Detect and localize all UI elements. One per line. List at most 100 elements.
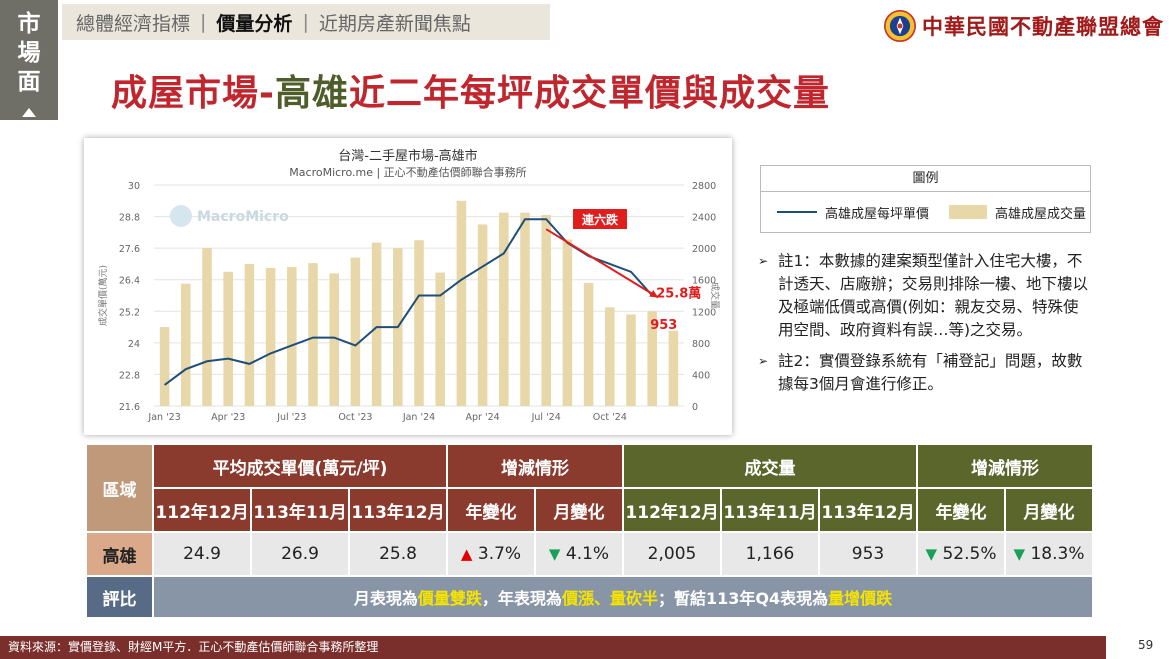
evaluation-row: 評比 月表現為價量雙跌，年表現為價漲、量砍半；暫結113年Q4表現為量增價跌 bbox=[87, 577, 1092, 617]
price-change-header: 增減情形 bbox=[448, 445, 622, 487]
bullet-arrow-icon: ➢ bbox=[758, 254, 769, 268]
triangle-down-icon: ▼ bbox=[925, 545, 938, 563]
volume-bar bbox=[244, 263, 255, 406]
title-part-city: 高雄 bbox=[274, 73, 349, 114]
evaluation-label: 評比 bbox=[87, 577, 152, 617]
volume-bar bbox=[265, 267, 276, 406]
note-item: ➢ 註2：實價登錄系統有「補登記」問題，故數據每3個月會進行修正。 bbox=[758, 350, 1094, 396]
eval-text: ；暫結113年Q4表現為 bbox=[657, 589, 829, 608]
topic-nav: 總體經濟指標 | 價量分析 | 近期房產新聞焦點 bbox=[62, 4, 550, 40]
legend-row: 高雄成屋每坪單價 高雄成屋成交量 bbox=[761, 192, 1090, 232]
change-value: 18.3% bbox=[1030, 544, 1085, 564]
org-emblem-icon bbox=[884, 10, 916, 42]
chart-title: 台灣-二手屋市場-高雄市 bbox=[338, 148, 477, 164]
y-tick-label: 21.6 bbox=[119, 402, 140, 413]
price-change-yoy: ▲ 3.7% bbox=[448, 533, 534, 575]
volume-bar bbox=[202, 248, 212, 406]
volume-bar bbox=[308, 263, 318, 406]
nav-separator: | bbox=[302, 11, 309, 33]
triangle-down-icon: ▼ bbox=[548, 545, 561, 563]
price-header: 平均成交單價(萬元/坪) bbox=[154, 445, 446, 487]
period-header: 112年12月 bbox=[154, 489, 250, 531]
period-header: 113年12月 bbox=[350, 489, 446, 531]
x-tick-label: Jan '23 bbox=[147, 412, 180, 423]
nav-item-macro[interactable]: 總體經濟指標 bbox=[76, 12, 191, 35]
legend-bar-swatch bbox=[949, 205, 988, 219]
volume-bar bbox=[499, 212, 509, 406]
volume-bar bbox=[583, 282, 594, 406]
change-header-mom: 月變化 bbox=[536, 489, 622, 531]
change-value: 3.7% bbox=[477, 544, 522, 564]
volume-bar bbox=[181, 283, 191, 406]
x-tick-label: Oct '23 bbox=[338, 412, 372, 423]
volume-bar bbox=[541, 214, 551, 406]
y-axis-label: 成交單價(萬元) bbox=[97, 265, 109, 326]
volume-bar bbox=[626, 314, 636, 406]
legend-title: 圖例 bbox=[761, 166, 1090, 192]
volume-value-label: 953 bbox=[650, 318, 677, 333]
page-number: 59 bbox=[1138, 638, 1154, 652]
volume-cell: 953 bbox=[820, 533, 916, 575]
section-tab-triangle-icon bbox=[22, 108, 36, 117]
y-tick-label: 24 bbox=[128, 339, 140, 350]
volume-bar bbox=[371, 242, 382, 406]
volume-bar bbox=[456, 200, 467, 406]
chart-legend: 圖例 高雄成屋每坪單價 高雄成屋成交量 bbox=[760, 165, 1091, 233]
chart-watermark: MacroMicro bbox=[197, 209, 289, 225]
table-row: 高雄 24.9 26.9 25.8 ▲ 3.7% ▼ 4.1% 2,005 1,… bbox=[87, 533, 1092, 575]
x-tick-label: Jul '24 bbox=[531, 412, 561, 423]
period-header: 113年11月 bbox=[252, 489, 348, 531]
change-header-mom: 月變化 bbox=[1006, 489, 1092, 531]
x-tick-label: Jul '23 bbox=[276, 412, 306, 423]
title-part-market: 成屋市場- bbox=[111, 73, 275, 114]
triangle-up-icon: ▲ bbox=[460, 545, 473, 563]
y2-tick-label: 1600 bbox=[692, 276, 716, 287]
note-item: ➢ 註1：本數據的建案類型僅計入住宅大樓，不計透天、店廠辦；交易則排除一樓、地下… bbox=[758, 250, 1094, 342]
note-text: 註2：實價登錄系統有「補登記」問題，故數據每3個月會進行修正。 bbox=[778, 352, 1083, 393]
volume-bar bbox=[562, 239, 573, 406]
region-header: 區域 bbox=[87, 445, 152, 531]
volume-header: 成交量 bbox=[624, 445, 916, 487]
y2-tick-label: 1200 bbox=[692, 307, 716, 318]
volume-bar bbox=[668, 330, 679, 406]
region-name: 高雄 bbox=[87, 533, 152, 575]
y2-tick-label: 400 bbox=[692, 370, 710, 381]
decline-label: 連六跌 bbox=[582, 212, 619, 227]
legend-bar-label: 高雄成屋成交量 bbox=[995, 206, 1087, 222]
x-tick-label: Apr '23 bbox=[211, 412, 245, 423]
y-tick-label: 30 bbox=[128, 181, 140, 192]
volume-bar bbox=[350, 257, 361, 406]
note-text: 註1：本數據的建案類型僅計入住宅大樓，不計透天、店廠辦；交易則排除一樓、地下樓以… bbox=[778, 252, 1089, 339]
y2-tick-label: 2000 bbox=[692, 244, 716, 255]
x-tick-label: Apr '24 bbox=[466, 412, 500, 423]
change-header-yoy: 年變化 bbox=[918, 489, 1004, 531]
y2-tick-label: 0 bbox=[692, 402, 698, 413]
change-value: 4.1% bbox=[565, 544, 610, 564]
eval-text: ，年表現為 bbox=[481, 589, 562, 608]
evaluation-text: 月表現為價量雙跌，年表現為價漲、量砍半；暫結113年Q4表現為量增價跌 bbox=[154, 577, 1092, 617]
org-logo: 中華民國不動產聯盟總會 bbox=[884, 6, 1164, 46]
nav-item-news[interactable]: 近期房產新聞焦點 bbox=[318, 12, 471, 35]
volume-change-yoy: ▼ 52.5% bbox=[918, 533, 1004, 575]
y-tick-label: 27.6 bbox=[119, 244, 140, 255]
decline-label-box bbox=[573, 209, 627, 229]
volume-bar bbox=[159, 327, 170, 406]
volume-bar bbox=[605, 307, 615, 406]
arrowhead-icon bbox=[649, 289, 659, 298]
volume-bar bbox=[287, 267, 297, 406]
legend-line-swatch bbox=[777, 211, 817, 213]
summary-table: 區域 平均成交單價(萬元/坪) 增減情形 成交量 增減情形 112年12月 11… bbox=[85, 443, 1094, 619]
triangle-down-icon: ▼ bbox=[1013, 545, 1026, 563]
y-tick-label: 26.4 bbox=[119, 276, 140, 287]
eval-highlight: 價漲、量砍半 bbox=[561, 589, 658, 608]
y2-tick-label: 2400 bbox=[692, 213, 716, 224]
period-header: 112年12月 bbox=[624, 489, 720, 531]
price-value-label: 25.8萬 bbox=[656, 286, 701, 302]
eval-highlight: 量增價跌 bbox=[828, 589, 893, 608]
org-name: 中華民國不動產聯盟總會 bbox=[922, 14, 1164, 39]
y-tick-label: 22.8 bbox=[119, 370, 140, 381]
volume-bar bbox=[435, 272, 445, 406]
nav-item-price-volume[interactable]: 價量分析 bbox=[216, 12, 293, 35]
price-volume-chart: 台灣-二手屋市場-高雄市 MacroMicro.me | 正心不動產估價師聯合事務… bbox=[84, 138, 732, 435]
